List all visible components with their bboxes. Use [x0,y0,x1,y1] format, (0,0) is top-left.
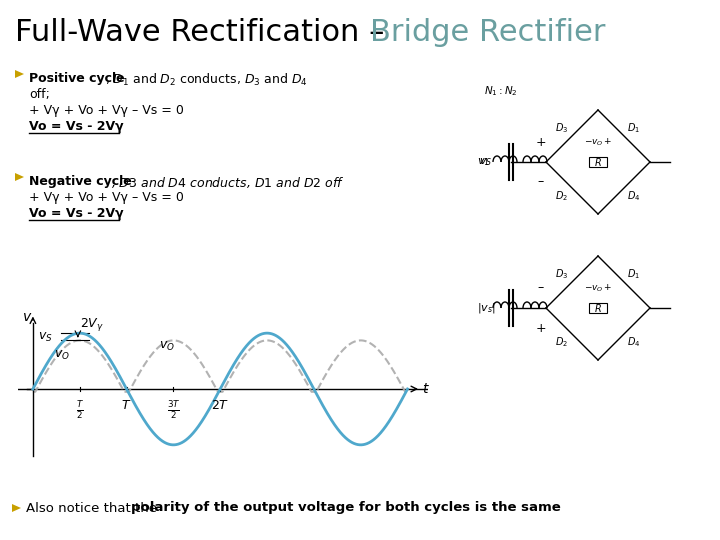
Text: Positive cycle: Positive cycle [29,72,125,85]
Text: $D_2$: $D_2$ [555,335,569,349]
Text: + Vγ + Vo + Vγ – Vs = 0: + Vγ + Vo + Vγ – Vs = 0 [29,191,184,204]
Polygon shape [15,173,24,181]
Text: $v_O$: $v_O$ [159,340,175,353]
Text: , $D_1$ and $D_2$ conducts, $D_3$ and $D_4$: , $D_1$ and $D_2$ conducts, $D_3$ and $D… [105,72,307,88]
Text: + Vγ + Vo + Vγ – Vs = 0: + Vγ + Vo + Vγ – Vs = 0 [29,104,184,117]
Text: $D_4$: $D_4$ [627,189,641,203]
Text: Vo = Vs - 2Vγ: Vo = Vs - 2Vγ [29,120,124,133]
Text: $t$: $t$ [423,382,431,396]
Text: $v$: $v$ [22,310,33,325]
Text: Bridge Rectifier: Bridge Rectifier [370,18,606,47]
Text: off;: off; [29,88,50,101]
Text: $v_S$: $v_S$ [480,156,492,168]
Text: $\frac{3T}{2}$: $\frac{3T}{2}$ [166,399,180,421]
Text: $D_4$: $D_4$ [627,335,641,349]
Text: $D_3$: $D_3$ [555,267,569,281]
Text: $2T$: $2T$ [211,399,230,412]
Text: $R$: $R$ [594,302,602,314]
Text: Full-Wave Rectification –: Full-Wave Rectification – [15,18,384,47]
Text: $D_1$: $D_1$ [627,121,641,135]
Text: $2V_\gamma$: $2V_\gamma$ [80,316,104,333]
Text: $\frac{T}{2}$: $\frac{T}{2}$ [76,399,84,421]
Text: $N_1 : N_2$: $N_1 : N_2$ [484,84,518,98]
Text: $R$: $R$ [594,156,602,168]
Text: $D_2$: $D_2$ [555,189,569,203]
Text: $-v_O+$: $-v_O+$ [584,137,612,148]
Text: $v_S$: $v_S$ [38,331,53,344]
Text: –: – [538,281,544,294]
Text: polarity of the output voltage for both cycles is the same: polarity of the output voltage for both … [131,502,561,515]
Text: Vo = Vs - 2Vγ: Vo = Vs - 2Vγ [29,207,124,220]
Text: $v_1$: $v_1$ [477,156,490,168]
Text: $T$: $T$ [122,399,132,412]
Text: , $D3$ and $D4$ conducts, $D1$ and $D2$ off: , $D3$ and $D4$ conducts, $D1$ and $D2$ … [111,175,345,190]
Text: Also notice that the: Also notice that the [26,502,161,515]
Text: $D_3$: $D_3$ [555,121,569,135]
Text: Negative cycle: Negative cycle [29,175,132,188]
Text: $|v_s|$: $|v_s|$ [477,301,495,315]
Text: –: – [538,176,544,188]
Text: $v_O$: $v_O$ [54,349,70,362]
Text: +: + [536,136,546,148]
Text: $D_1$: $D_1$ [627,267,641,281]
FancyBboxPatch shape [589,157,607,167]
Text: $-v_O+$: $-v_O+$ [584,282,612,294]
Polygon shape [15,70,24,78]
Polygon shape [12,504,21,512]
Text: +: + [536,321,546,334]
FancyBboxPatch shape [589,303,607,313]
